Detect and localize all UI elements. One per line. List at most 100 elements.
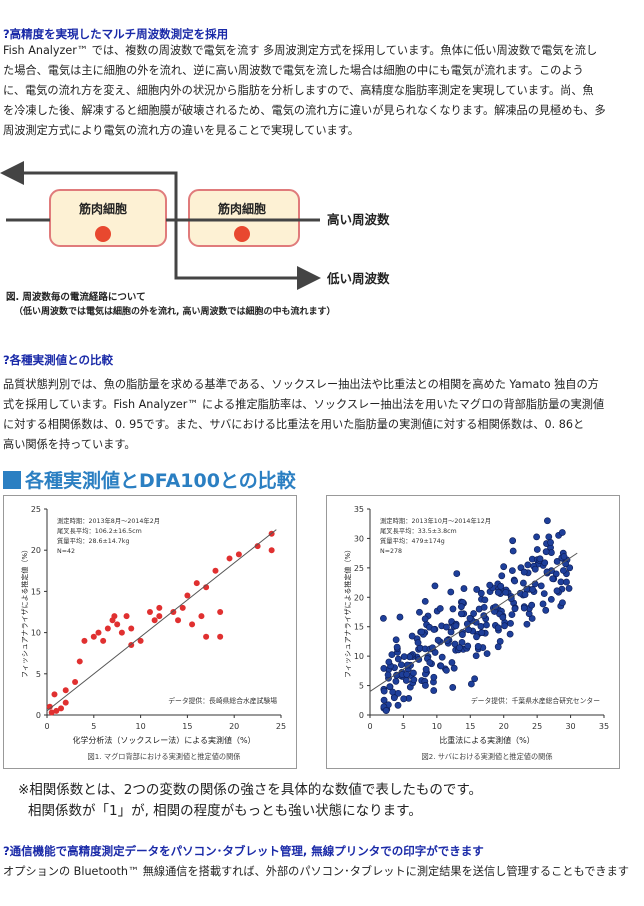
data-point xyxy=(533,533,540,541)
data-point xyxy=(497,582,505,590)
data-credit: データ提供：千葉県水産総合研究センター xyxy=(471,696,600,705)
data-point xyxy=(537,582,545,590)
trend-line xyxy=(369,552,578,692)
data-point xyxy=(457,603,465,611)
data-point xyxy=(494,588,502,596)
data-point xyxy=(509,537,517,545)
muscle-cell xyxy=(188,189,300,247)
mackerel-scatter-chart: 0 5 10 15 20 25 30 35 0 5 10 15 20 25 30 35 測定時期：2013年10… xyxy=(326,495,620,769)
data-point xyxy=(137,637,144,644)
data-point xyxy=(416,608,423,616)
data-point xyxy=(430,673,438,681)
data-point xyxy=(453,570,461,577)
paragraph-line: に、電気の流れ方を変え、細胞内外の状況から脂肪を分析しますので、高精度な脂肪率測… xyxy=(3,84,594,97)
data-point xyxy=(410,676,418,684)
data-point xyxy=(217,633,224,640)
data-point xyxy=(473,633,480,641)
chart-info-line: 質量平均：28.6±14.7kg xyxy=(57,536,129,545)
data-point xyxy=(467,680,475,688)
data-point xyxy=(509,547,517,555)
data-point xyxy=(90,633,97,640)
low-frequency-path xyxy=(6,218,315,278)
data-point xyxy=(437,662,445,670)
data-point xyxy=(235,551,242,558)
data-point xyxy=(547,595,555,603)
data-point xyxy=(81,637,88,644)
data-point xyxy=(508,611,516,619)
paragraph-line: に対する相関係数は、0. 95です。また、サバにおける比重法を用いた脂肪量の実測… xyxy=(3,418,585,431)
y-axis-label: フィッシュアナライザによる推定値（%） xyxy=(343,546,352,678)
data-point xyxy=(563,578,570,586)
data-point xyxy=(156,613,163,620)
data-point xyxy=(508,567,516,575)
data-point xyxy=(545,533,553,541)
data-point xyxy=(559,599,566,607)
x-tick-label: 25 xyxy=(532,722,542,731)
comparison-banner: 各種実測値とDFA100との比較 xyxy=(3,466,296,493)
data-point xyxy=(53,707,60,714)
data-point xyxy=(483,621,490,629)
data-point xyxy=(380,614,387,622)
data-point xyxy=(460,585,468,592)
data-point xyxy=(531,565,539,573)
data-point xyxy=(51,691,58,698)
muscle-cell xyxy=(49,189,167,247)
data-point xyxy=(410,669,417,677)
data-point xyxy=(421,615,429,623)
cell-nucleus xyxy=(234,226,250,242)
data-point xyxy=(549,575,557,583)
y-tick-label: 0 xyxy=(36,711,41,720)
data-point xyxy=(562,560,569,568)
diagram-caption: （低い周波数では電気は細胞の外を流れ, 高い周波数では細胞の中も流れます） xyxy=(14,305,336,317)
data-point xyxy=(558,529,566,536)
data-point xyxy=(114,621,121,628)
data-point xyxy=(447,628,455,636)
data-point xyxy=(511,577,519,585)
low-frequency-label: 低い周波数 xyxy=(326,271,390,286)
data-point xyxy=(394,655,402,663)
data-point xyxy=(544,517,551,525)
data-point xyxy=(189,621,196,628)
data-point xyxy=(560,553,568,560)
data-point xyxy=(464,642,472,650)
x-axis-label: 化学分析法（ソックスレー法）による実測値（%） xyxy=(72,735,255,745)
y-tick-label: 5 xyxy=(359,682,364,691)
data-point xyxy=(128,625,135,632)
data-point xyxy=(226,555,233,562)
paragraph-line: 高い関係を持っています。 xyxy=(3,438,136,451)
data-point xyxy=(184,592,191,599)
x-tick-label: 15 xyxy=(465,722,475,731)
data-point xyxy=(198,613,205,620)
y-tick-label: 15 xyxy=(31,587,41,596)
paragraph-comparison: 品質状態判別では、魚の脂肪量を求める基準である、ソックスレー抽出法や比重法との相… xyxy=(3,375,641,455)
correlation-note: 相関係数が「1」が, 相関の程度がもっとも強い状態になります。 xyxy=(28,803,422,819)
data-point xyxy=(511,605,519,613)
data-point xyxy=(380,696,388,704)
y-axis-label: フィッシュアナライザによる推定値（%） xyxy=(20,546,29,678)
y-tick-label: 5 xyxy=(36,670,41,679)
x-tick-label: 30 xyxy=(565,722,575,731)
data-point xyxy=(72,679,79,686)
data-point xyxy=(471,675,479,683)
data-point xyxy=(146,609,153,615)
data-point xyxy=(523,620,531,628)
data-point xyxy=(557,578,565,586)
paragraph-multi-frequency: Fish Analyzer™ では、複数の周波数で電気を流す 多周波測定方式を採… xyxy=(3,41,641,141)
data-point xyxy=(494,643,502,651)
data-point xyxy=(111,613,118,620)
chart-caption: 図1. マグロ背部における実測値と推定値の関係 xyxy=(88,752,241,761)
data-point xyxy=(421,597,429,605)
x-tick-label: 0 xyxy=(44,722,49,731)
data-point xyxy=(380,665,388,672)
data-point xyxy=(501,622,508,630)
data-point xyxy=(389,688,397,696)
data-point xyxy=(543,568,551,576)
x-tick-label: 10 xyxy=(432,722,442,731)
data-point xyxy=(450,664,458,672)
y-tick-label: 25 xyxy=(354,564,364,573)
data-point xyxy=(542,606,550,614)
data-point xyxy=(408,632,416,640)
data-point xyxy=(521,591,529,598)
data-point xyxy=(426,659,434,666)
data-point xyxy=(520,604,528,612)
